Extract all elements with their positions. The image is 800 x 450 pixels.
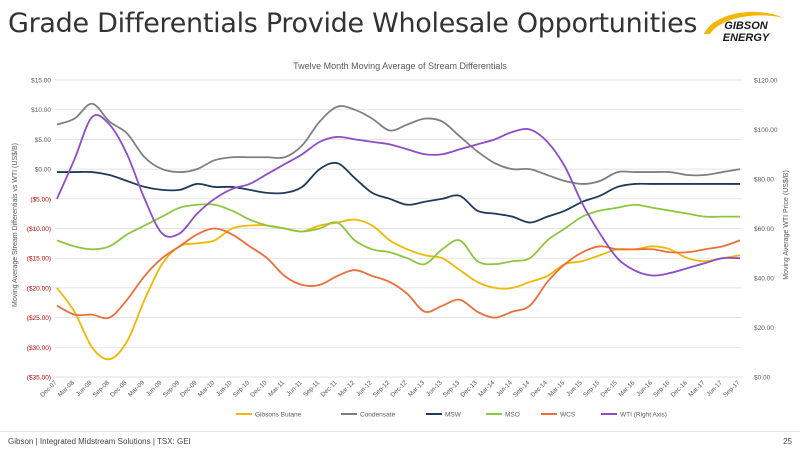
x-tick-label: Jun-08 bbox=[75, 379, 94, 398]
logo-line1: GIBSON bbox=[724, 20, 768, 32]
x-tick-label: Jun-10 bbox=[215, 379, 234, 398]
x-tick-label: Sep-14 bbox=[512, 379, 532, 399]
x-tick-label: Mar-15 bbox=[547, 379, 566, 398]
gibson-energy-logo: GIBSON ENERGY bbox=[704, 11, 784, 44]
x-tick-label: Sep-16 bbox=[652, 379, 672, 399]
y-tick-label: $5.00 bbox=[35, 137, 52, 144]
x-tick-label: Sep-10 bbox=[232, 379, 252, 399]
x-tick-label: Dec-07 bbox=[39, 379, 59, 399]
x-tick-label: Jun-17 bbox=[705, 379, 724, 398]
series-line-condensate bbox=[56, 102, 741, 185]
x-tick-label: Jun-11 bbox=[285, 379, 304, 398]
right-axis-ticks: $120.00 $100.00 $80.00 $60.00 $40.00 $20.00 $0… bbox=[754, 78, 778, 382]
x-tick-label: Sep-11 bbox=[302, 379, 321, 398]
x-tick-label: Jun-12 bbox=[355, 379, 374, 398]
x-tick-label: Sep-12 bbox=[372, 379, 392, 399]
legend-label-gibsons-butane: Gibsons Butane bbox=[255, 411, 302, 418]
x-tick-label: Sep-17 bbox=[722, 379, 742, 399]
legend-label-wcs: WCS bbox=[560, 411, 576, 418]
x-tick-label: Dec-15 bbox=[600, 379, 620, 399]
x-tick-label: Sep-15 bbox=[582, 379, 602, 399]
y-tick-label: ($30.00) bbox=[27, 345, 51, 352]
x-tick-label: Dec-16 bbox=[670, 379, 690, 399]
y-tick-label: ($10.00) bbox=[27, 226, 51, 233]
series-line-wcs bbox=[56, 227, 741, 320]
y2-tick-label: $0.00 bbox=[754, 375, 771, 382]
footer-text: Gibson | Integrated Midstream Solutions … bbox=[8, 437, 191, 446]
y2-tick-label: $100.00 bbox=[754, 127, 778, 134]
x-tick-label: Jun-15 bbox=[565, 379, 584, 398]
y2-tick-label: $80.00 bbox=[754, 177, 774, 184]
x-tick-label: Dec-12 bbox=[389, 379, 409, 399]
y-tick-label: $0.00 bbox=[35, 167, 52, 174]
chart-title: Twelve Month Moving Average of Stream Di… bbox=[293, 61, 507, 71]
x-tick-label: Jun-09 bbox=[145, 379, 164, 398]
right-axis-label: Moving Average WTI Price (US$/B) bbox=[783, 170, 790, 280]
x-tick-label: Mar-14 bbox=[477, 379, 496, 398]
x-tick-label: Mar-13 bbox=[407, 379, 426, 398]
y-tick-label: $10.00 bbox=[31, 107, 51, 114]
left-axis-label: Moving Average Stream Differentials vs W… bbox=[12, 143, 19, 307]
x-tick-label: Mar-09 bbox=[127, 379, 146, 398]
gridlines bbox=[55, 79, 742, 378]
series-line-wti-right-axis bbox=[56, 114, 741, 277]
x-tick-label: Dec-14 bbox=[529, 379, 549, 399]
logo-line2: ENERGY bbox=[723, 32, 771, 44]
chart-legend: Gibsons Butane Condensate MSW MSO WCS WTI (Ri… bbox=[236, 411, 667, 418]
x-tick-label: Mar-17 bbox=[687, 379, 706, 398]
y-tick-label: ($20.00) bbox=[27, 285, 51, 292]
y2-tick-label: $60.00 bbox=[754, 226, 774, 233]
x-tick-label: Dec-08 bbox=[109, 379, 129, 399]
series-line-gibsons-butane bbox=[56, 218, 741, 361]
x-tick-label: Jun-14 bbox=[495, 379, 514, 398]
x-tick-label: Sep-13 bbox=[442, 379, 462, 399]
legend-label-msw: MSW bbox=[445, 411, 462, 418]
footer-divider bbox=[0, 431, 800, 432]
x-tick-label: Jun-13 bbox=[425, 379, 444, 398]
x-tick-label: Jun-16 bbox=[635, 379, 654, 398]
x-tick-label: Dec-10 bbox=[249, 379, 269, 399]
y-tick-label: ($5.00) bbox=[30, 196, 51, 203]
y-tick-label: ($25.00) bbox=[27, 315, 51, 322]
logo-swoosh bbox=[704, 11, 784, 34]
x-axis-ticks: Dec-07Mar-08Jun-08Sep-08Dec-08Mar-09Jun-… bbox=[39, 379, 742, 399]
series-lines bbox=[56, 102, 741, 361]
legend-label-mso: MSO bbox=[505, 411, 520, 418]
series-line-mso bbox=[56, 203, 740, 266]
legend-label-condensate: Condensate bbox=[360, 411, 395, 418]
x-tick-label: Dec-13 bbox=[459, 379, 479, 399]
x-tick-label: Dec-11 bbox=[320, 379, 339, 398]
x-tick-label: Mar-08 bbox=[57, 379, 76, 398]
page-number: 25 bbox=[783, 437, 792, 446]
y2-tick-label: $40.00 bbox=[754, 276, 774, 283]
left-axis-ticks: $15.00 $10.00 $5.00 $0.00 ($5.00) ($10.00) ($1… bbox=[27, 78, 52, 382]
x-tick-label: Sep-08 bbox=[92, 379, 112, 399]
slide-title: Grade Differentials Provide Wholesale Op… bbox=[8, 8, 698, 39]
y-tick-label: $15.00 bbox=[31, 78, 51, 85]
x-tick-label: Mar-10 bbox=[197, 379, 216, 398]
x-tick-label: Dec-09 bbox=[179, 379, 199, 399]
y-tick-label: ($15.00) bbox=[27, 256, 51, 263]
legend-label-wti-right-axis: WTI (Right Axis) bbox=[620, 411, 667, 418]
y2-tick-label: $20.00 bbox=[754, 325, 774, 332]
x-tick-label: Mar-11 bbox=[267, 379, 286, 398]
x-tick-label: Mar-16 bbox=[617, 379, 636, 398]
y-tick-label: ($35.00) bbox=[27, 375, 51, 382]
x-tick-label: Mar-12 bbox=[337, 379, 356, 398]
x-tick-label: Sep-09 bbox=[162, 379, 182, 399]
y2-tick-label: $120.00 bbox=[754, 78, 778, 85]
series-line-msw bbox=[57, 161, 740, 224]
